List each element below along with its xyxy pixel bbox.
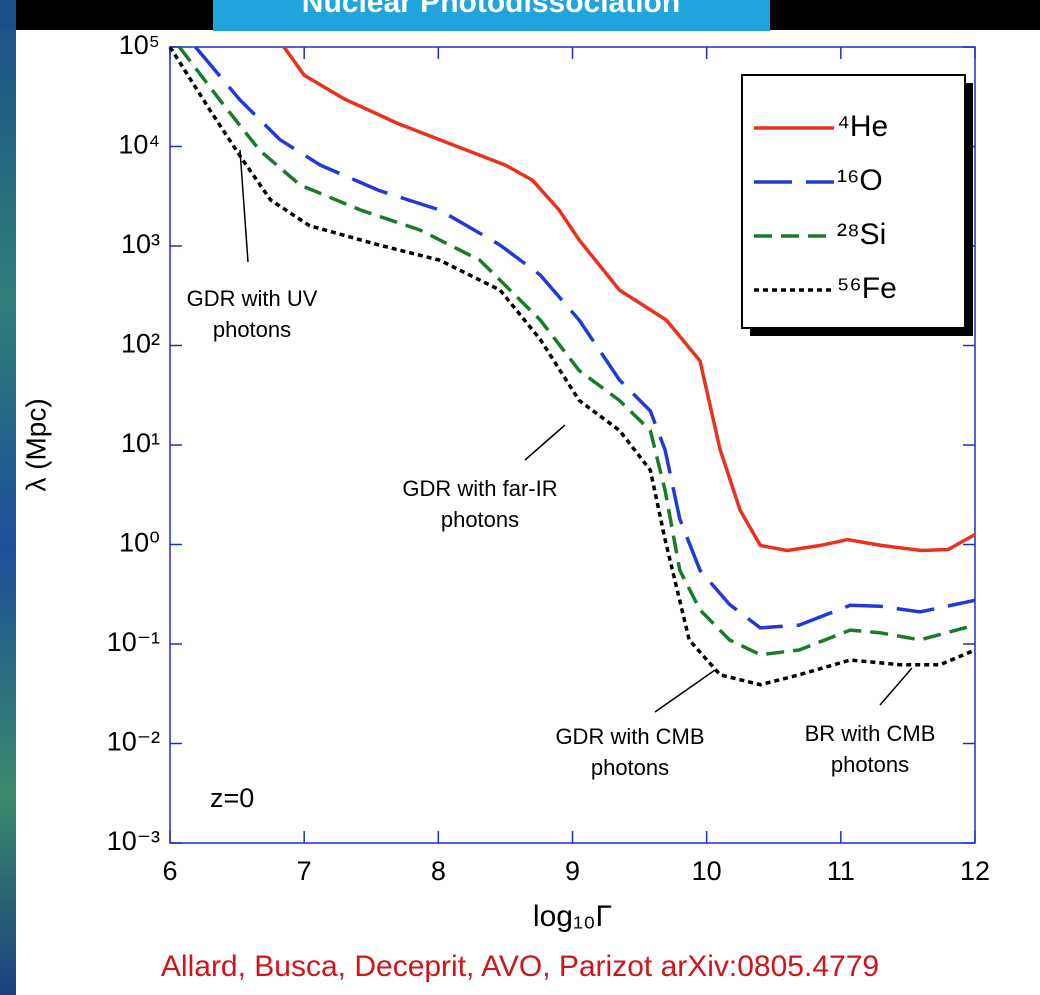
title-box — [213, 0, 770, 31]
annotation-leader — [239, 149, 249, 263]
x-tick-label: 8 — [431, 856, 446, 886]
top-band-edge — [0, 0, 16, 30]
y-axis-label: λ (Mpc) — [20, 398, 51, 491]
annotation-leader — [879, 667, 913, 706]
annotation: photons — [213, 317, 291, 342]
y-tick-label: 10³ — [121, 229, 160, 259]
credit: Allard, Busca, Deceprit, AVO, Parizot ar… — [161, 950, 879, 983]
legend-label: ²⁸Si — [837, 218, 886, 251]
legend-box — [741, 74, 966, 329]
annotation: GDR with far-IR — [402, 476, 557, 501]
background-strip — [0, 0, 16, 995]
y-tick-label: 10⁰ — [119, 528, 160, 558]
x-tick-label: 6 — [162, 856, 177, 886]
x-axis-label: log₁₀Γ — [533, 900, 612, 933]
series-line — [178, 45, 976, 657]
annotation-leader — [654, 669, 716, 713]
y-tick-label: 10⁻³ — [107, 826, 160, 856]
legend-label: ⁴He — [837, 110, 888, 143]
series-line — [194, 45, 976, 630]
y-tick-label: 10⁴ — [118, 130, 160, 160]
x-tick-label: 11 — [827, 856, 855, 886]
legend-label: ¹⁶O — [837, 164, 883, 197]
x-tick-label: 9 — [565, 856, 580, 886]
slide-title: Nuclear Photodissociation — [302, 0, 680, 19]
y-tick-label: 10² — [121, 329, 160, 359]
annotation: photons — [591, 755, 669, 780]
x-tick-label: 10 — [692, 856, 722, 886]
y-tick-label: 10¹ — [121, 428, 160, 458]
annotation: photons — [441, 507, 519, 532]
legend-label: ⁵⁶Fe — [837, 272, 897, 305]
annotation-leader — [524, 424, 566, 461]
y-tick-label: 10⁻¹ — [107, 627, 160, 657]
annotation: GDR with CMB — [555, 724, 704, 749]
annotation: z=0 — [210, 783, 254, 813]
y-tick-label: 10⁵ — [119, 30, 160, 60]
annotation: BR with CMB — [805, 721, 936, 746]
series-line — [282, 45, 976, 553]
x-tick-label: 7 — [297, 856, 312, 886]
series-line — [168, 46, 976, 687]
x-tick-label: 12 — [960, 856, 990, 886]
annotation: photons — [831, 752, 909, 777]
y-tick-label: 10⁻² — [107, 727, 160, 757]
annotation: GDR with UV — [187, 286, 318, 311]
